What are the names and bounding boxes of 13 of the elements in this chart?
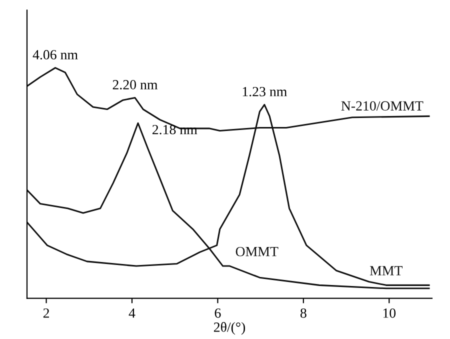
x-tick-label: 4 bbox=[128, 308, 136, 318]
series-label: OMMT bbox=[236, 246, 278, 256]
x-tick-label: 2 bbox=[43, 308, 49, 318]
annotation: 4.06 nm bbox=[32, 50, 78, 60]
x-axis-title: 2θ/(°) bbox=[214, 322, 246, 335]
x-tick-label: 10 bbox=[383, 308, 396, 318]
series-label: N-210/OMMT bbox=[341, 101, 424, 111]
annotation: 2.20 nm bbox=[112, 80, 158, 90]
x-tick-label: 6 bbox=[214, 308, 221, 318]
series-label: MMT bbox=[370, 266, 403, 276]
annotation: 1.23 nm bbox=[242, 86, 287, 96]
x-tick-label: 8 bbox=[300, 308, 306, 318]
annotation: 2.18 nm bbox=[152, 124, 198, 134]
